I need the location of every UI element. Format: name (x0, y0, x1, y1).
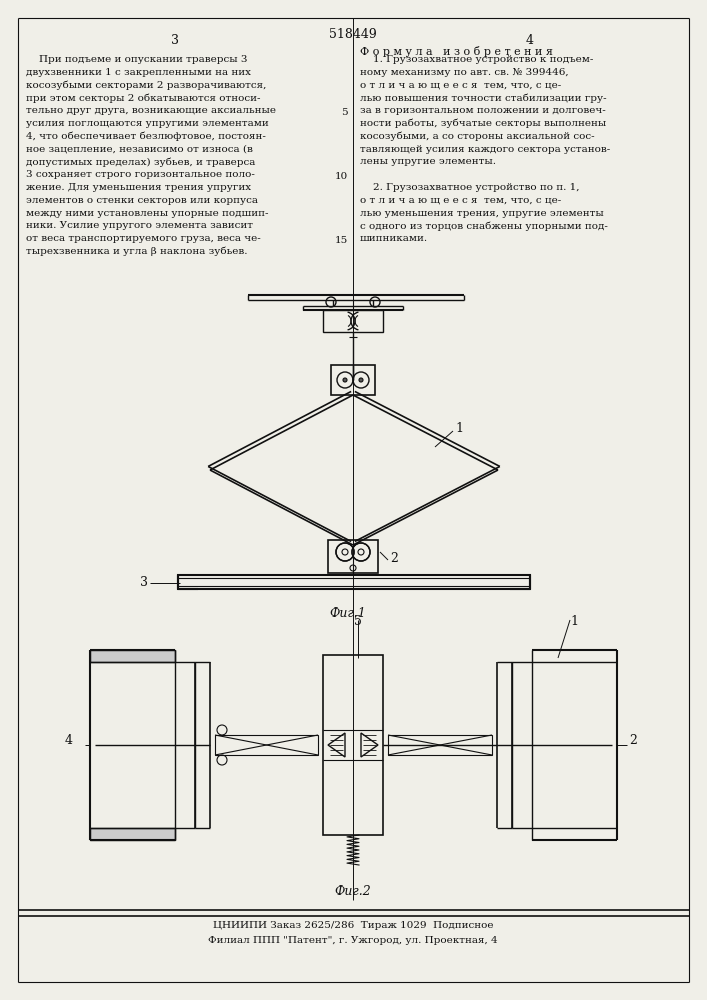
Text: от веса транспортируемого груза, веса че-: от веса транспортируемого груза, веса че… (26, 234, 261, 243)
Text: элементов о стенки секторов или корпуса: элементов о стенки секторов или корпуса (26, 196, 258, 205)
Text: двухзвенники 1 с закрепленными на них: двухзвенники 1 с закрепленными на них (26, 68, 251, 77)
Bar (388, 735, 492, 755)
Text: лены упругие элементы.: лены упругие элементы. (360, 157, 496, 166)
Text: 3: 3 (171, 34, 179, 47)
Bar (328, 540, 378, 573)
Text: между ними установлены упорные подшип-: между ними установлены упорные подшип- (26, 209, 269, 218)
Text: Фиг.2: Фиг.2 (334, 885, 371, 898)
Text: усилия поглощаются упругими элементами: усилия поглощаются упругими элементами (26, 119, 269, 128)
Text: лью повышения точности стабилизации гру-: лью повышения точности стабилизации гру- (360, 93, 607, 103)
Text: 1. Грузозахватное устройство к подъем-: 1. Грузозахватное устройство к подъем- (360, 55, 593, 64)
Text: При подъеме и опускании траверсы 3: При подъеме и опускании траверсы 3 (26, 55, 247, 64)
Text: ному механизму по авт. св. № 399446,: ному механизму по авт. св. № 399446, (360, 68, 568, 77)
Text: 15: 15 (334, 236, 348, 245)
Text: 4: 4 (65, 734, 73, 746)
Text: ЦНИИПИ Заказ 2625/286  Тираж 1029  Подписное: ЦНИИПИ Заказ 2625/286 Тираж 1029 Подписн… (213, 921, 493, 930)
Text: ники. Усилие упругого элемента зависит: ники. Усилие упругого элемента зависит (26, 221, 253, 230)
Text: 4, что обеспечивает безлюфтовое, постоян-: 4, что обеспечивает безлюфтовое, постоян… (26, 132, 266, 141)
Circle shape (343, 378, 347, 382)
Text: 1: 1 (570, 615, 578, 628)
Bar (90, 650, 175, 662)
Text: тырехзвенника и угла β наклона зубьев.: тырехзвенника и угла β наклона зубьев. (26, 247, 247, 256)
Text: допустимых пределах) зубьев, и траверса: допустимых пределах) зубьев, и траверса (26, 157, 255, 167)
Text: при этом секторы 2 обкатываются относи-: при этом секторы 2 обкатываются относи- (26, 93, 260, 103)
Text: лью уменьшения трения, упругие элементы: лью уменьшения трения, упругие элементы (360, 209, 604, 218)
Bar (323, 655, 383, 835)
Text: косозубыми секторами 2 разворачиваются,: косозубыми секторами 2 разворачиваются, (26, 81, 267, 90)
Bar (323, 310, 383, 332)
Text: 518449: 518449 (329, 28, 377, 41)
Text: о т л и ч а ю щ е е с я  тем, что, с це-: о т л и ч а ю щ е е с я тем, что, с це- (360, 196, 561, 205)
Text: жение. Для уменьшения трения упругих: жение. Для уменьшения трения упругих (26, 183, 251, 192)
Text: за в горизонтальном положении и долговеч-: за в горизонтальном положении и долговеч… (360, 106, 606, 115)
Text: 5: 5 (354, 615, 362, 628)
Text: Ф о р м у л а   и з о б р е т е н и я: Ф о р м у л а и з о б р е т е н и я (360, 46, 553, 57)
Text: 3: 3 (140, 576, 148, 589)
Bar (215, 735, 318, 755)
Text: 2. Грузозахватное устройство по п. 1,: 2. Грузозахватное устройство по п. 1, (360, 183, 580, 192)
Text: о т л и ч а ю щ е е с я  тем, что, с це-: о т л и ч а ю щ е е с я тем, что, с це- (360, 81, 561, 90)
Text: шипниками.: шипниками. (360, 234, 428, 243)
Bar (178, 575, 530, 589)
Text: с одного из торцов снабжены упорными под-: с одного из торцов снабжены упорными под… (360, 221, 608, 231)
Text: тавляющей усилия каждого сектора установ-: тавляющей усилия каждого сектора установ… (360, 145, 610, 154)
Bar (90, 828, 175, 840)
Text: 2: 2 (629, 734, 637, 746)
Text: ности работы, зубчатые секторы выполнены: ности работы, зубчатые секторы выполнены (360, 119, 606, 128)
Text: Филиал ППП "Патент", г. Ужгород, ул. Проектная, 4: Филиал ППП "Патент", г. Ужгород, ул. Про… (208, 936, 498, 945)
Bar (331, 365, 375, 395)
Text: тельно друг друга, возникающие аксиальные: тельно друг друга, возникающие аксиальны… (26, 106, 276, 115)
Text: косозубыми, а со стороны аксиальной сос-: косозубыми, а со стороны аксиальной сос- (360, 132, 595, 141)
Text: 3 сохраняет строго горизонтальное поло-: 3 сохраняет строго горизонтальное поло- (26, 170, 255, 179)
Text: ное зацепление, независимо от износа (в: ное зацепление, независимо от износа (в (26, 145, 253, 154)
Text: 1: 1 (455, 422, 463, 435)
Text: 4: 4 (526, 34, 534, 47)
Text: 10: 10 (334, 172, 348, 181)
Text: Фиг.1: Фиг.1 (329, 607, 366, 620)
Circle shape (359, 378, 363, 382)
Text: 2: 2 (390, 552, 398, 564)
Text: 5: 5 (341, 108, 348, 117)
